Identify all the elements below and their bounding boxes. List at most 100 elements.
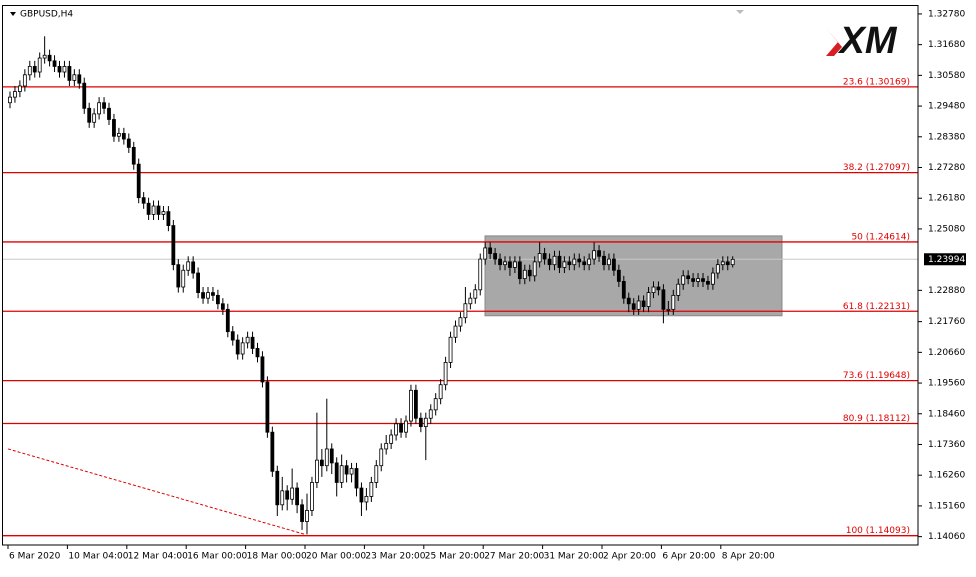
candle-body — [349, 468, 354, 475]
fib-label: 50 (1.24614) — [851, 232, 910, 242]
fib-label: 38.2 (1.27097) — [843, 163, 910, 173]
candle-body — [438, 384, 443, 400]
candle-body — [329, 448, 334, 464]
candle-body — [478, 258, 483, 291]
candle-body — [359, 487, 364, 503]
candle-body — [399, 423, 403, 433]
candle-body — [240, 342, 245, 355]
candle-body — [37, 57, 42, 73]
candle-body — [671, 294, 676, 310]
y-tick-label: 1.21760 — [928, 317, 965, 327]
y-tick-label: 1.32780 — [928, 9, 965, 19]
candle-body — [97, 102, 101, 115]
candle-body — [186, 261, 191, 271]
candle-body — [151, 205, 156, 215]
candle-body — [310, 482, 314, 511]
candle-body — [161, 211, 166, 215]
candle-body — [676, 283, 681, 296]
fib-label: 73.6 (1.19648) — [843, 371, 910, 381]
candle-body — [82, 82, 87, 109]
candle-body — [503, 261, 507, 266]
candle-body — [557, 255, 562, 268]
candle-body — [552, 255, 557, 266]
candle-body — [389, 434, 394, 444]
trendline — [7, 448, 306, 535]
y-tick-label: 1.17360 — [928, 440, 965, 450]
candle-body — [42, 54, 47, 59]
candle-body — [13, 91, 17, 98]
candle-body — [413, 389, 418, 419]
shift-marker — [736, 10, 744, 14]
candle-body — [532, 261, 537, 277]
plot-frame — [2, 5, 919, 546]
y-tick-label: 1.30580 — [928, 71, 965, 81]
candle-body — [433, 398, 438, 411]
y-tick-label: 1.18460 — [928, 409, 965, 419]
candle-body — [324, 448, 329, 467]
candle-body — [225, 308, 230, 333]
candle-body — [686, 275, 691, 280]
candle-body — [57, 66, 62, 73]
current-price-tag — [924, 253, 966, 266]
y-tick-label: 1.22880 — [928, 286, 965, 296]
x-tick-label: 12 Mar 04:00 — [128, 552, 188, 562]
x-tick-label: 20 Mar 00:00 — [306, 552, 366, 562]
candle-body — [453, 325, 458, 338]
fib-label: 61.8 (1.22131) — [843, 302, 910, 312]
candle-body — [621, 281, 626, 299]
candle-body — [517, 261, 522, 280]
candle-body — [706, 281, 710, 285]
candle-body — [418, 417, 423, 428]
candle-body — [364, 496, 369, 503]
candle-body — [334, 462, 339, 483]
candle-body — [616, 269, 621, 282]
candle-body — [354, 468, 359, 489]
x-tick-label: 18 Mar 00:00 — [247, 552, 307, 562]
candle-body — [280, 490, 285, 506]
candle-body — [300, 504, 304, 522]
candle-body — [206, 292, 210, 299]
chart-title: GBPUSD,H4 — [20, 10, 73, 20]
candle-body — [448, 336, 453, 363]
candle-body — [711, 272, 715, 285]
candle-body — [141, 197, 146, 204]
candle-body — [181, 269, 186, 288]
candle-body — [443, 361, 448, 386]
candle-body — [176, 264, 181, 288]
candle-body — [136, 163, 141, 199]
candle-body — [720, 261, 725, 266]
candle-body — [250, 336, 255, 349]
main-layer: 1.32780 1.31680 1.30580 1.29480 1.28380 1.272… — [2, 9, 966, 562]
candle-body — [394, 423, 399, 436]
candle-body — [572, 258, 577, 266]
candle-body — [270, 431, 275, 472]
candle-body — [527, 269, 532, 277]
candle-body — [641, 300, 646, 307]
candle-body — [344, 465, 349, 475]
x-tick-label: 8 Apr 20:00 — [722, 552, 775, 562]
candle-body — [651, 286, 656, 293]
candle-body — [562, 261, 567, 268]
fib-label: 23.6 (1.30169) — [843, 77, 910, 87]
candle-body — [473, 289, 478, 299]
candle-body — [27, 66, 32, 76]
y-tick-label: 1.25080 — [928, 224, 965, 234]
candle-body — [8, 96, 12, 104]
candle-body — [493, 253, 498, 260]
candle-body — [72, 74, 77, 81]
candle-body — [577, 258, 582, 263]
y-tick-label: 1.19560 — [928, 379, 965, 389]
x-tick-label: 6 Apr 20:00 — [662, 552, 715, 562]
candle-body — [146, 202, 151, 215]
current-price-label: 1.23994 — [928, 255, 965, 265]
candle-body — [404, 420, 408, 433]
candle-body — [260, 356, 265, 383]
candle-body — [567, 261, 572, 266]
fib-label: 100 (1.14093) — [846, 526, 910, 536]
candle-body — [156, 205, 161, 215]
candle-body — [513, 261, 517, 268]
candle-body — [265, 381, 270, 433]
x-tick-label: 23 Mar 20:00 — [365, 552, 425, 562]
candle-body — [409, 389, 413, 422]
candle-body — [87, 107, 92, 123]
